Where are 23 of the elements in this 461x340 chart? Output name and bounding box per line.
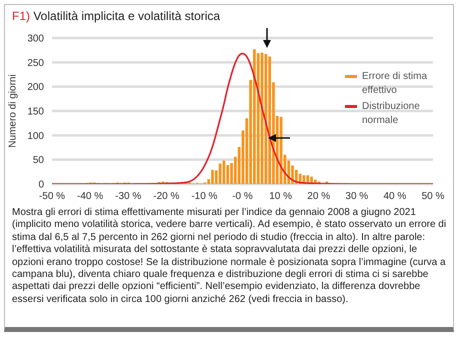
x-tick-label: -50 % xyxy=(38,191,66,202)
y-tick-label: 300 xyxy=(27,34,44,45)
x-tick-label: -30 % xyxy=(115,191,142,202)
legend-label: Distribuzione normale xyxy=(362,100,421,128)
y-tick-label: 200 xyxy=(27,82,44,94)
y-tick-label: 150 xyxy=(27,106,44,118)
x-tick-label: 10 % xyxy=(269,191,292,202)
y-tick-label: 50 xyxy=(32,155,44,166)
y-tick-label: 100 xyxy=(27,130,44,142)
x-tick-label: -10 % xyxy=(191,191,218,202)
text: Mostra gli errori di stima effettivamente misurati per l’indice da gennaio 2008 a giugno 2021 (implicito meno volatilità storica, vedere barre verticali). Ad esempio, è stato osservato un errore di stima dal 6,5 al 7,5 percento in 262 giorni nel periodo di studio (freccia in alto). In altre parole: l’effettiva volatilità misurata del sottostante è stata sopravvalutata dai prezzi delle opzioni, le opzioni erano troppo costose! Se la distribuzione normale è posizionata sopra l’immagine (curva a campana blu), diventa chiaro quale frequenza e distribuzione degli errori di stima ci si sarebbe aspettati dai prezzi delle opzioni “efficienti”. Nell’esempio evidenziato, la differenza dovrebbe essersi verificata solo in circa 100 giorni anziché 262 (vedi freccia in basso). xyxy=(12,207,448,306)
y-tick-label: 250 xyxy=(27,58,44,69)
x-tick-label: -20 % xyxy=(153,191,180,202)
y-axis-title: Numero di giorni xyxy=(8,74,19,148)
x-tick-label: -0 % xyxy=(232,191,253,202)
x-tick-label: -40 % xyxy=(77,191,104,202)
y-tick-label: 0 xyxy=(38,180,44,191)
legend-label: Errore di stima effettivo xyxy=(362,70,428,98)
x-tick-label: 40 % xyxy=(384,191,406,202)
x-tick-label: 30 % xyxy=(345,191,368,202)
x-tick-label: 50 % xyxy=(422,191,445,202)
chart-title: F1) Volatilità implicita e volatilità storica xyxy=(12,9,220,23)
x-tick-label: 20 % xyxy=(307,191,330,202)
